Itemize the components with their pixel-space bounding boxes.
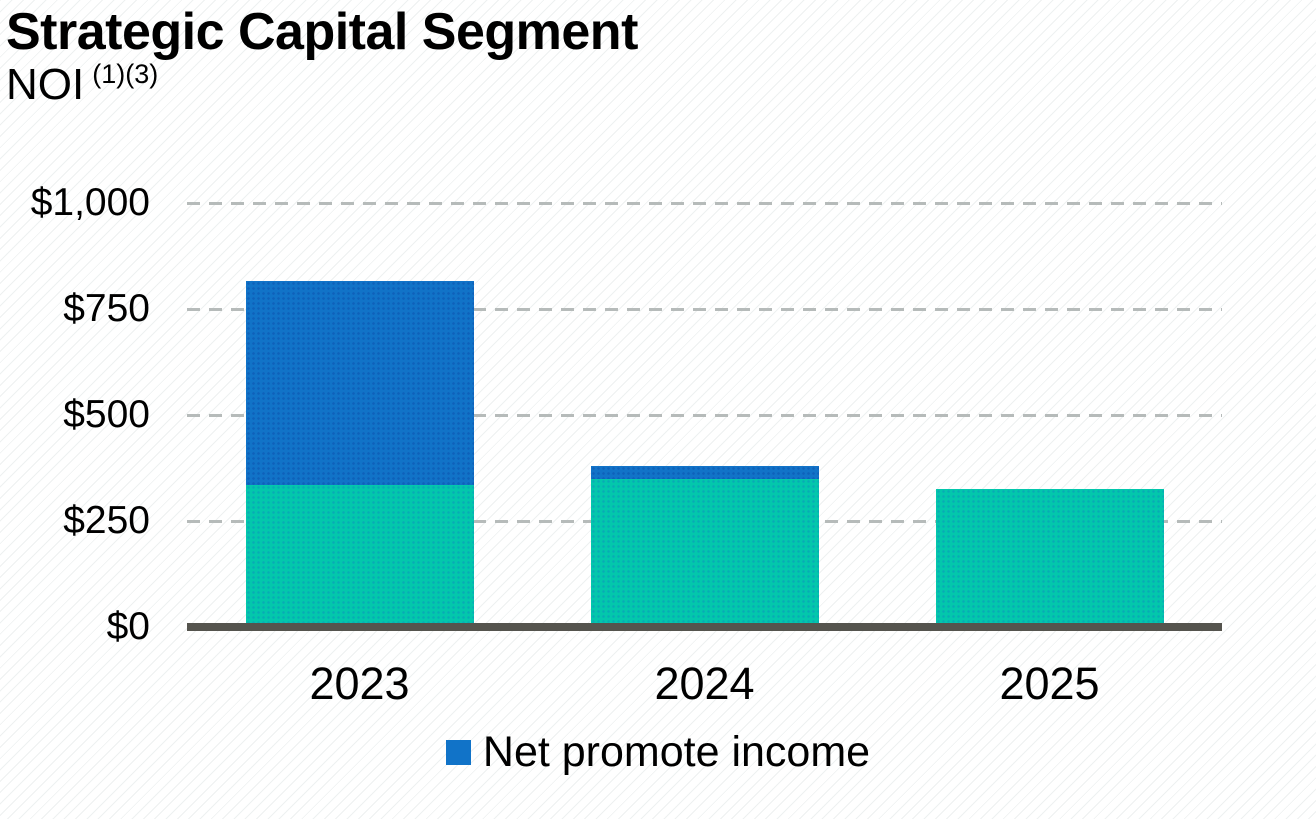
subtitle-footnote-refs: (1)(3) bbox=[92, 59, 159, 90]
x-tick-label-2023: 2023 bbox=[309, 658, 410, 709]
bar-2024-noi-segment bbox=[590, 478, 819, 627]
bar-2025-noi-segment bbox=[935, 489, 1164, 627]
x-tick-label-2025: 2025 bbox=[999, 658, 1100, 709]
legend-label-net-promote-income: Net promote income bbox=[482, 728, 871, 776]
bar-2023-net-promote-income bbox=[245, 281, 474, 485]
y-tick-label-1000: $1,000 bbox=[30, 181, 150, 224]
x-tick-label-2024: 2024 bbox=[654, 658, 755, 709]
y-tick-label-750: $750 bbox=[63, 287, 150, 330]
y-tick-label-0: $0 bbox=[106, 605, 150, 648]
legend-swatch-net-promote-income bbox=[445, 740, 471, 766]
bar-2023-noi-segment bbox=[245, 484, 474, 627]
subtitle-text: NOI bbox=[6, 60, 85, 109]
chart-subtitle: NOI (1)(3) bbox=[6, 59, 159, 109]
chart-legend: Net promote income bbox=[0, 728, 1316, 776]
bar-2024-net-promote-income bbox=[590, 465, 819, 479]
y-tick-label-250: $250 bbox=[63, 499, 150, 542]
y-tick-label-500: $500 bbox=[63, 393, 150, 436]
x-axis-line bbox=[187, 623, 1222, 631]
page-title: Strategic Capital Segment bbox=[6, 3, 638, 61]
gridline-1000 bbox=[187, 201, 1222, 205]
gridline-750 bbox=[187, 307, 1222, 311]
gridline-500 bbox=[187, 413, 1222, 417]
